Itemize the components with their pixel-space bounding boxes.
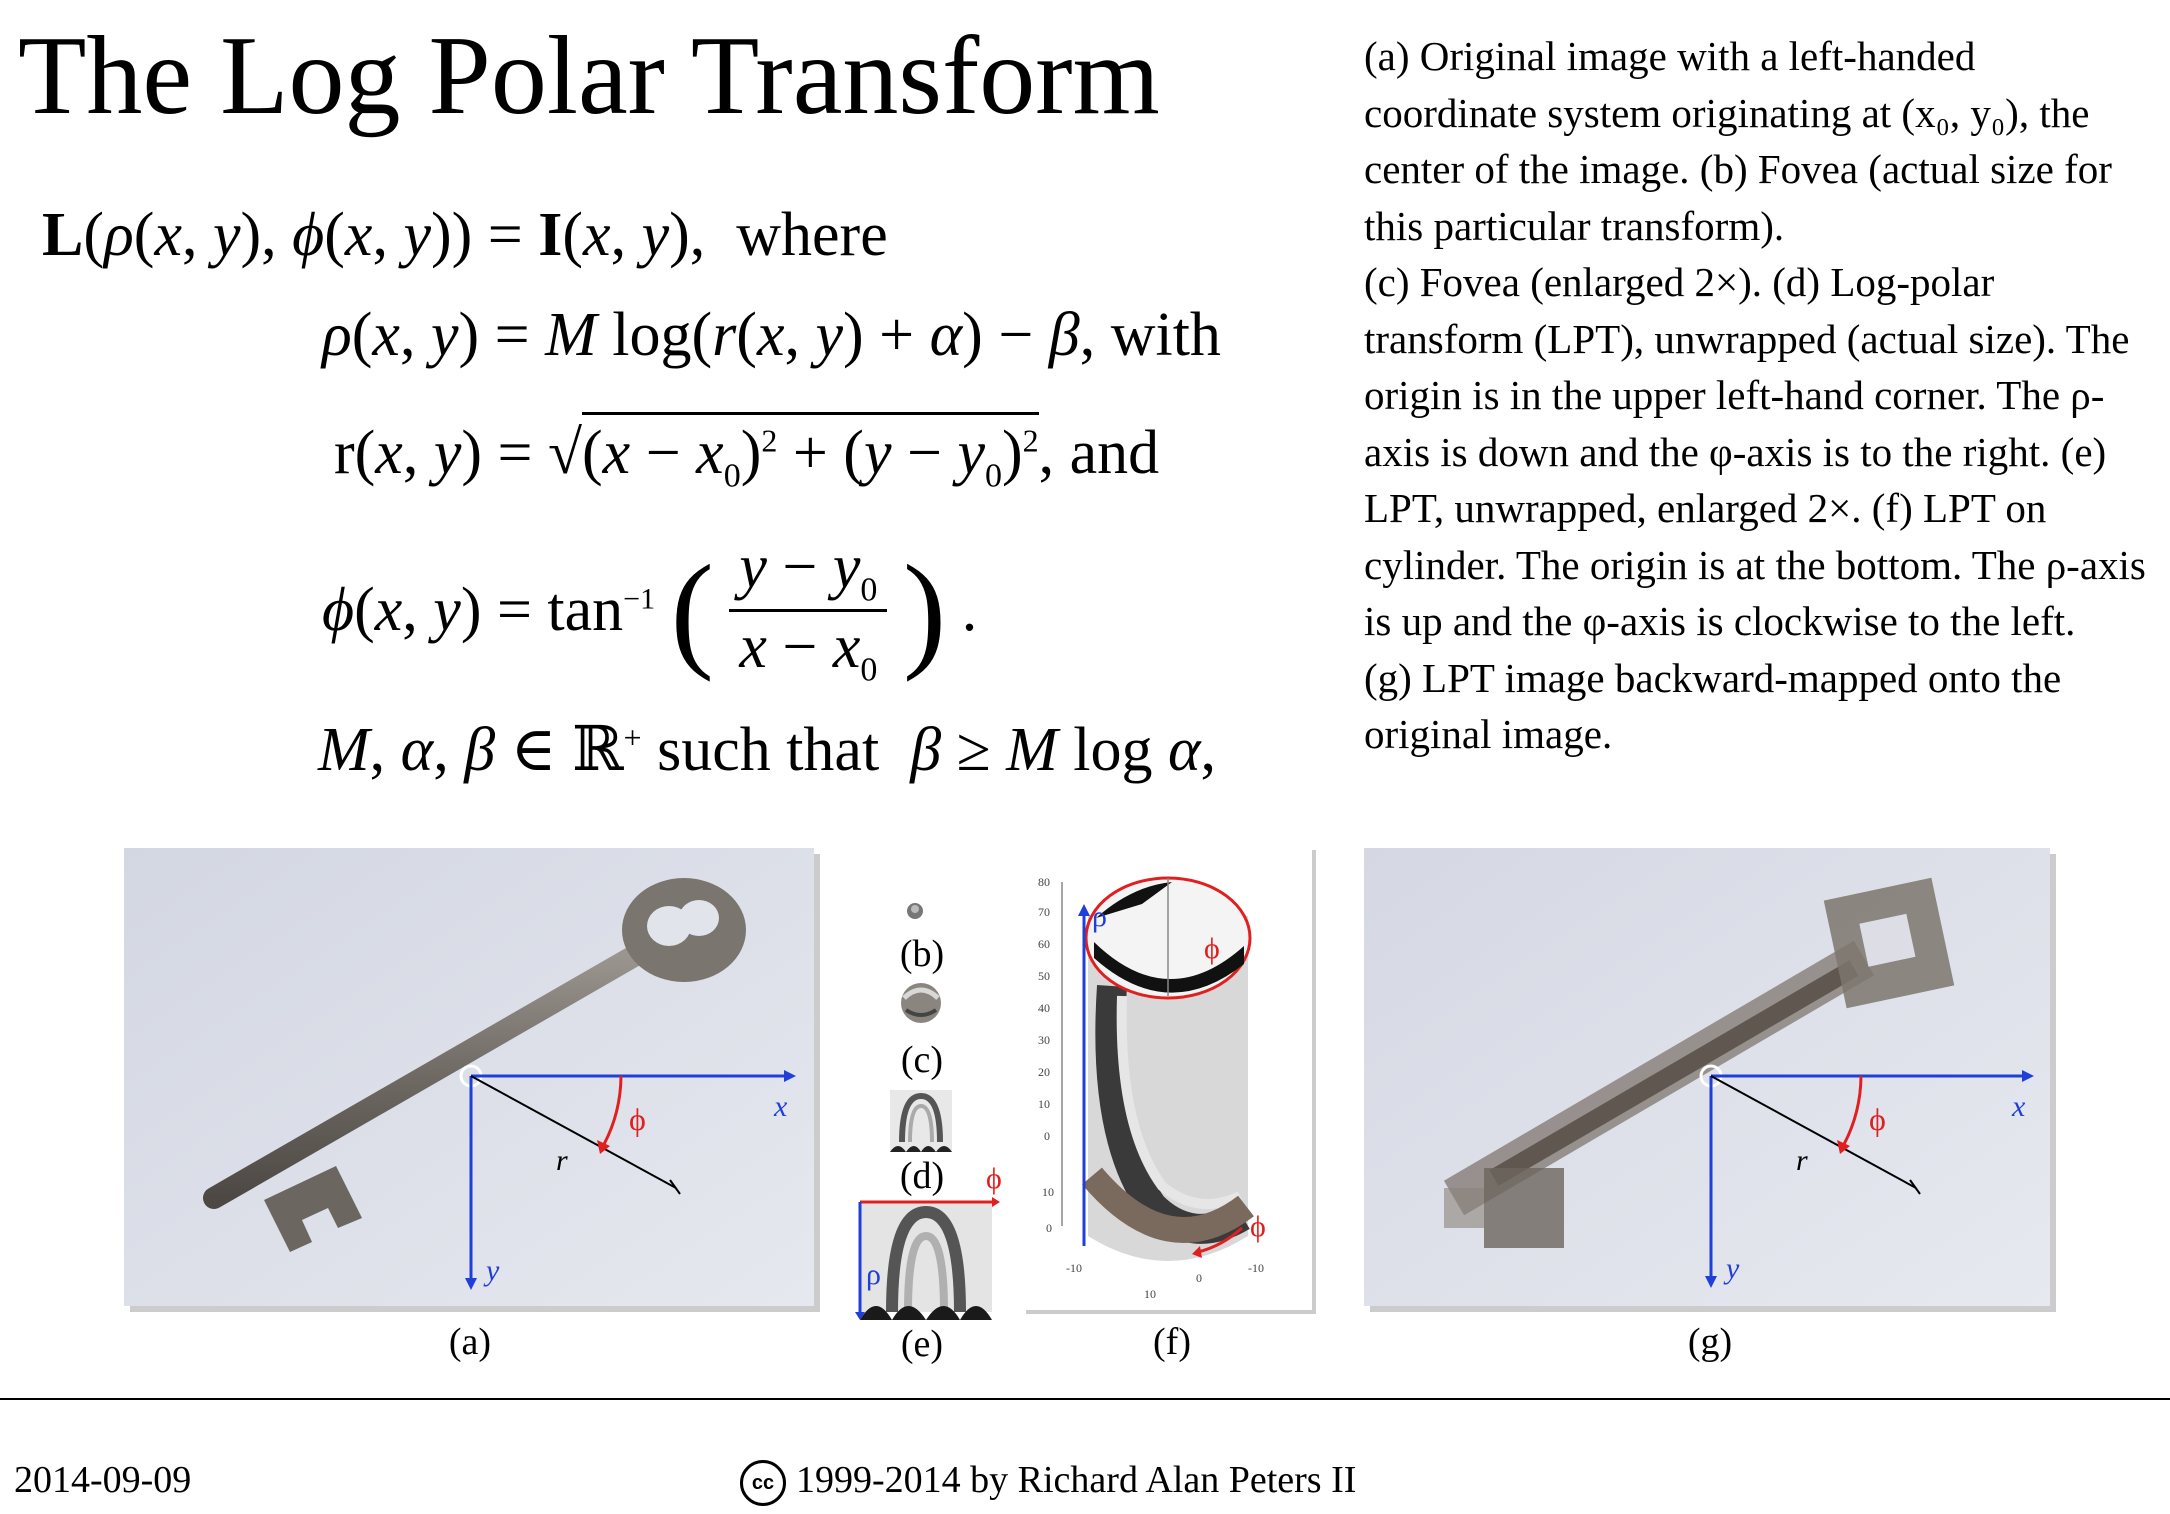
- svg-text:50: 50: [1038, 969, 1050, 983]
- footer-divider: [0, 1398, 2170, 1400]
- eq-word-and: and: [1069, 419, 1160, 487]
- footer-copyright: cc 1999-2014 by Richard Alan Peters II: [740, 1458, 1357, 1507]
- pixelated-key: [1443, 877, 1955, 1248]
- panel-a-key-image: x y r ϕ: [124, 848, 820, 1312]
- y-axis-label: y: [483, 1254, 500, 1287]
- panel-c-fovea-enlarged: [901, 983, 941, 1023]
- phi-arc: [600, 1075, 623, 1149]
- eq-word-with: with: [1110, 301, 1221, 369]
- g-phi-label: ϕ: [1869, 1101, 1886, 1137]
- panel-e-lpt-enlarged: ϕ ρ: [855, 1162, 1002, 1320]
- g-x-axis-label: x: [2011, 1090, 2026, 1123]
- caption-paragraph-1: (a) Original image with a left-handed co…: [1364, 33, 2112, 249]
- copyright-text: 1999-2014 by Richard Alan Peters II: [796, 1459, 1357, 1501]
- e-phi-label: ϕ: [986, 1162, 1002, 1195]
- svg-text:0: 0: [1044, 1129, 1050, 1143]
- svg-text:80: 80: [1038, 875, 1050, 889]
- svg-text:60: 60: [1038, 937, 1050, 951]
- svg-text:-10: -10: [1248, 1261, 1264, 1275]
- panel-label-g: (g): [1687, 1321, 1733, 1363]
- panel-d-lpt-actual: [890, 1090, 952, 1152]
- footer-date: 2014-09-09: [14, 1459, 192, 1501]
- equation-constraints: M, α, β ∈ ℝ+ such that β ≥ M log α,: [318, 716, 1217, 784]
- f-rho-label: ρ: [1092, 900, 1107, 933]
- f-phi-label-bottom: ϕ: [1250, 1210, 1266, 1243]
- x-axis-label: x: [773, 1090, 788, 1123]
- svg-text:40: 40: [1038, 1001, 1050, 1015]
- panel-label-e: (e): [900, 1323, 944, 1365]
- g-y-axis-label: y: [1723, 1252, 1740, 1285]
- caption-paragraph-3: (g) LPT image backward-mapped onto the o…: [1364, 654, 2062, 758]
- page-title: The Log Polar Transform: [18, 14, 1160, 138]
- svg-text:70: 70: [1038, 905, 1050, 919]
- r-label: r: [556, 1144, 568, 1177]
- eq-word-such-that: such that: [657, 716, 880, 784]
- panel-label-c: (c): [900, 1039, 944, 1081]
- key-shape: [203, 878, 746, 1252]
- equation-definition: L(ρ(x, y), ϕ(x, y)) = I(x, y), where: [42, 201, 888, 269]
- svg-text:-10: -10: [1066, 1261, 1082, 1275]
- panel-g-backmapped-image: x y r ϕ: [1364, 848, 2056, 1312]
- caption: (a) Original image with a left-handed co…: [1364, 28, 2154, 763]
- caption-paragraph-2: (c) Fovea (enlarged 2×). (d) Log-polar t…: [1364, 259, 2146, 644]
- g-r-label: r: [1796, 1144, 1808, 1177]
- e-rho-label: ρ: [866, 1258, 881, 1291]
- cylinder-ticks: 80 70 60 50 40 30 20 10 0 10 0 -10 10 0 …: [1038, 875, 1264, 1301]
- panel-b-fovea: [907, 903, 923, 919]
- svg-text:30: 30: [1038, 1033, 1050, 1047]
- panel-label-a: (a): [448, 1321, 492, 1363]
- panel-label-f: (f): [1153, 1321, 1191, 1363]
- svg-text:10: 10: [1144, 1287, 1156, 1301]
- equation-rho: ρ(x, y) = M log(r(x, y) + α) − β, with: [322, 301, 1221, 369]
- equation-r: r(x, y) = √(x − x0)2 + (y − y0)2, and: [334, 412, 1160, 495]
- svg-text:0: 0: [1046, 1221, 1052, 1235]
- panel-label-b: (b): [899, 933, 945, 975]
- svg-text:10: 10: [1038, 1097, 1050, 1111]
- panel-f-lpt-cylinder: 80 70 60 50 40 30 20 10 0 10 0 -10 10 0 …: [1022, 846, 1316, 1314]
- phi-label: ϕ: [629, 1101, 646, 1137]
- radius-line: [470, 1075, 677, 1189]
- svg-text:0: 0: [1196, 1271, 1202, 1285]
- panel-label-d: (d): [899, 1155, 945, 1197]
- creative-commons-icon: cc: [740, 1460, 786, 1507]
- f-phi-label-top: ϕ: [1204, 932, 1220, 965]
- svg-text:10: 10: [1042, 1185, 1054, 1199]
- eq-word-where: where: [736, 201, 888, 269]
- equation-phi: ϕ(x, y) = tan−1 ( y − y0 x − x0 ) .: [322, 533, 978, 689]
- svg-text:20: 20: [1038, 1065, 1050, 1079]
